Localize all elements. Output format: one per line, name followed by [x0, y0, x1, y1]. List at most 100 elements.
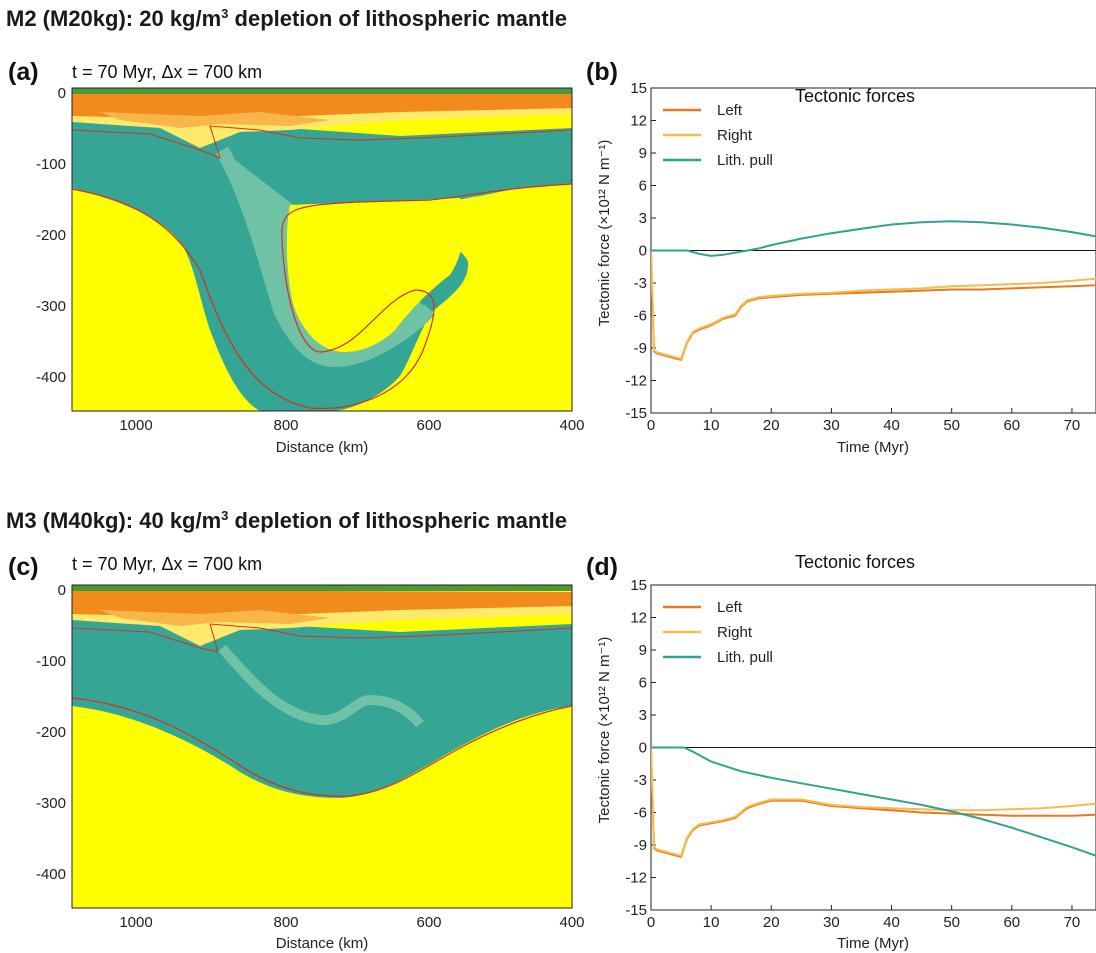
y-tick-label: -400	[36, 866, 66, 883]
x-tick-label: 60	[1003, 914, 1020, 931]
series-line-lith-pull	[651, 220, 1096, 257]
yellow-window	[286, 198, 465, 352]
x-tick-label: 30	[823, 914, 840, 931]
y-tick-label: -100	[36, 156, 66, 173]
y-tick-label: -15	[625, 405, 647, 422]
y-tick-label: 0	[639, 243, 647, 260]
y-tick-label: -200	[36, 724, 66, 741]
y-tick-label: -9	[634, 340, 647, 357]
chart-panel-d: (d) Tectonic forces Tectonic force (×10¹…	[586, 552, 1096, 952]
x-tick-label: 70	[1064, 914, 1081, 931]
y-tick-label: -300	[36, 795, 66, 812]
y-tick-label: -3	[634, 275, 647, 292]
x-tick-label: 600	[416, 417, 441, 434]
x-axis-label: Time (Myr)	[837, 439, 909, 456]
series-group	[651, 220, 1096, 361]
y-tick-label: -6	[634, 805, 647, 822]
y-tick-label: -6	[634, 308, 647, 325]
x-tick-label: 50	[943, 417, 960, 434]
y-tick-label: 6	[639, 675, 647, 692]
x-tick-label: 800	[273, 914, 298, 931]
y-tick-label: 9	[639, 642, 647, 659]
contour-line	[72, 183, 572, 410]
crust-light-band	[100, 112, 330, 128]
x-tick-label: 0	[647, 914, 655, 931]
y-tick-label: 0	[58, 582, 66, 599]
section-frame-c	[71, 584, 573, 909]
x-tick-label: 1000	[119, 417, 152, 434]
series-line-lith-pull	[651, 746, 1096, 857]
chart-title: Tectonic forces	[795, 552, 915, 572]
x-tick-label: 400	[559, 914, 584, 931]
section-axes-c: 1000 800 600 400 Distance (km) 0 -100 -2…	[36, 582, 585, 952]
y-tick-label: 12	[630, 113, 647, 130]
legend-label: Left	[717, 102, 743, 119]
section-panel-a: (a) t = 70 Myr, Δx = 700 km 1000 800 600…	[8, 58, 585, 456]
legend-label: Right	[717, 624, 753, 641]
chart-title: Tectonic forces	[795, 86, 915, 106]
x-tick-label: 40	[883, 417, 900, 434]
x-tick-label: 0	[647, 417, 655, 434]
y-tick-label: 3	[639, 210, 647, 227]
x-tick-label: 50	[943, 914, 960, 931]
x-tick-label: 40	[883, 914, 900, 931]
y-tick-label: -9	[634, 837, 647, 854]
series-line-right	[651, 747, 1096, 857]
y-axis-label: Tectonic force (×10¹² N m⁻¹)	[596, 637, 613, 824]
x-axis-label: Distance (km)	[276, 935, 369, 952]
lithosphere-region	[72, 620, 572, 798]
row1-heading: M2 (M20kg): 20 kg/m3 depletion of lithos…	[6, 6, 567, 31]
panel-label-b: (b)	[586, 58, 618, 86]
series-line-left	[651, 250, 1096, 361]
y-tick-label: -300	[36, 298, 66, 315]
panel-label-a: (a)	[8, 58, 39, 86]
legend-label: Right	[717, 127, 753, 144]
x-tick-label: 1000	[119, 914, 152, 931]
x-tick-label: 70	[1064, 417, 1081, 434]
x-tick-label: 20	[763, 417, 780, 434]
x-tick-label: 10	[703, 417, 720, 434]
row2-heading: M3 (M40kg): 40 kg/m3 depletion of lithos…	[6, 508, 567, 533]
contour-line	[72, 697, 572, 797]
y-tick-label: -200	[36, 227, 66, 244]
section-subtitle-c: t = 70 Myr, Δx = 700 km	[72, 554, 262, 574]
panel-label-d: (d)	[586, 553, 618, 581]
x-tick-label: 800	[273, 417, 298, 434]
x-axis-label: Distance (km)	[276, 439, 369, 456]
legend-label: Lith. pull	[717, 649, 773, 666]
x-tick-label: 400	[559, 417, 584, 434]
chart-panel-b: (b) Tectonic forces Tectonic force (×10¹…	[586, 58, 1096, 456]
y-tick-label: 9	[639, 145, 647, 162]
series-line-right	[651, 250, 1096, 360]
y-tick-label: -12	[625, 373, 647, 390]
x-axis-label: Time (Myr)	[837, 935, 909, 952]
x-tick-label: 60	[1003, 417, 1020, 434]
series-group	[651, 746, 1096, 858]
y-tick-label: -15	[625, 902, 647, 919]
crust-layer	[72, 92, 572, 120]
y-tick-label: -400	[36, 369, 66, 386]
contour-line-upper	[72, 125, 572, 159]
crust-light-band	[100, 610, 330, 626]
y-tick-label: 6	[639, 178, 647, 195]
section-subtitle-a: t = 70 Myr, Δx = 700 km	[72, 62, 262, 82]
panel-label-c: (c)	[8, 553, 39, 581]
y-tick-label: 12	[630, 610, 647, 627]
y-tick-label: 3	[639, 707, 647, 724]
section-frame-a	[71, 87, 573, 412]
section-axes-a: 1000 800 600 400 Distance (km) 0 -100 -2…	[36, 85, 585, 456]
y-tick-label: -12	[625, 870, 647, 887]
y-tick-label: 0	[58, 85, 66, 102]
crust-top-layer	[72, 88, 572, 94]
crust-layer	[72, 590, 572, 618]
legend-label: Lith. pull	[717, 152, 773, 169]
section-panel-c: (c) t = 70 Myr, Δx = 700 km 1000 800 600…	[8, 553, 585, 952]
y-tick-label: 15	[630, 80, 647, 97]
y-axis-label: Tectonic force (×10¹² N m⁻¹)	[596, 140, 613, 327]
y-tick-label: 0	[639, 740, 647, 757]
crust-top-layer	[72, 585, 572, 591]
legend-label: Left	[717, 599, 743, 616]
x-tick-label: 600	[416, 914, 441, 931]
y-tick-label: 15	[630, 577, 647, 594]
